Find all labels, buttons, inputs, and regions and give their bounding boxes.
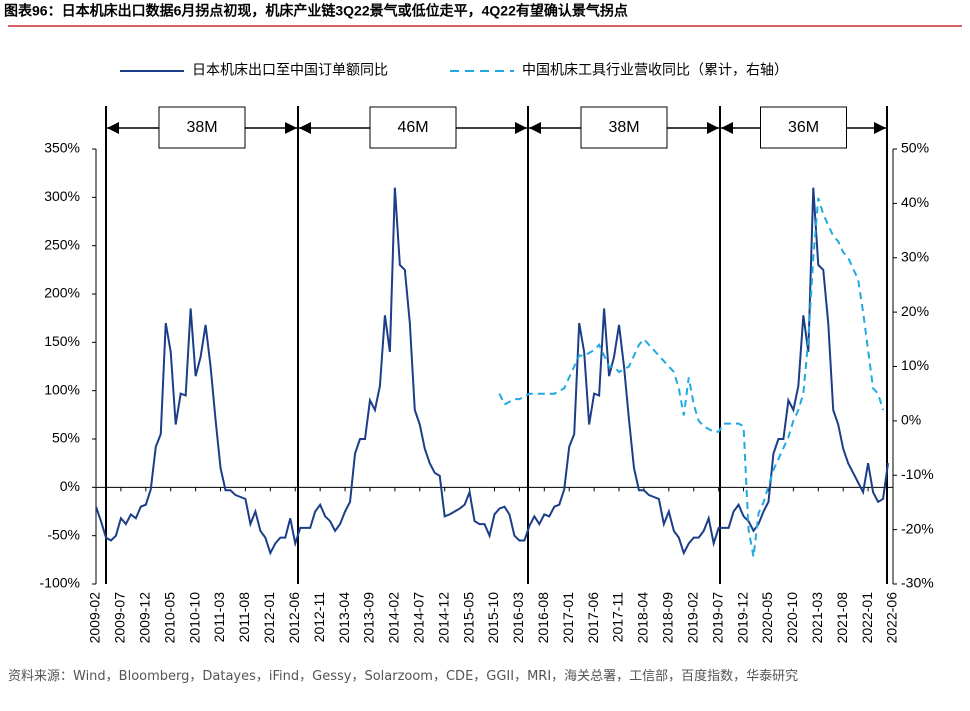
x-tick-label: 2012-01: [261, 592, 277, 644]
x-tick-label: 2014-12: [435, 592, 451, 644]
annotation-box: [580, 106, 668, 149]
x-tick-label: 2009-12: [137, 592, 153, 644]
y2-tick-label: 30%: [901, 248, 929, 264]
x-tick-label: 2015-05: [460, 592, 476, 644]
chart: 图表96：日本机床出口数据6月拐点初现，机床产业链3Q22景气或低位走平，4Q2…: [4, 3, 962, 644]
y-tick-label: 350%: [44, 140, 80, 156]
y2-tick-label: 10%: [901, 357, 929, 373]
annotation: 46M: [397, 119, 428, 136]
x-tick-label: 2020-05: [759, 592, 775, 644]
x-tick-label: 2017-06: [585, 592, 601, 644]
x-tick-label: 2010-10: [186, 592, 202, 644]
y-tick-label: 300%: [44, 188, 80, 204]
x-tick-label: 2018-09: [660, 592, 676, 644]
x-tick-label: 2011-08: [236, 592, 252, 643]
x-tick-label: 2022-01: [859, 592, 875, 644]
x-tick-label: 2010-05: [161, 592, 177, 644]
y-tick-label: 50%: [52, 430, 80, 446]
x-tick-label: 2013-09: [361, 592, 377, 644]
x-tick-label: 2009-07: [112, 592, 128, 644]
x-tick-label: 2019-07: [709, 592, 725, 644]
y-tick-label: 250%: [44, 236, 80, 252]
x-tick-label: 2021-03: [809, 592, 825, 644]
y2-tick-label: 20%: [901, 303, 929, 319]
chart-title: 图表96：日本机床出口数据6月拐点初现，机床产业链3Q22景气或低位走平，4Q2…: [4, 3, 628, 19]
y2-tick-label: -10%: [901, 466, 934, 482]
y2-tick-label: -30%: [901, 575, 934, 591]
x-tick-label: 2015-10: [485, 592, 501, 644]
source-note: 资料来源：Wind，Bloomberg，Datayes，iFind，Gessy，…: [8, 669, 799, 684]
y2-tick-label: 0%: [901, 412, 921, 428]
annotation-box: [369, 106, 457, 149]
y2-tick-label: 50%: [901, 140, 929, 156]
annotation: 38M: [186, 119, 217, 136]
annotation-box: [760, 106, 847, 149]
annotation: 38M: [608, 119, 639, 136]
x-tick-label: 2011-03: [211, 592, 227, 643]
annotation-box: [158, 106, 246, 149]
x-tick-label: 2020-10: [784, 592, 800, 644]
x-tick-label: 2014-02: [386, 592, 402, 644]
y2-tick-label: 40%: [901, 194, 929, 210]
x-tick-label: 2019-02: [684, 592, 700, 644]
y-tick-label: 0%: [60, 478, 80, 494]
x-tick-label: 2012-11: [311, 592, 327, 643]
y-tick-label: -50%: [47, 526, 80, 542]
x-tick-label: 2009-02: [87, 592, 103, 644]
y-tick-label: 150%: [44, 333, 80, 349]
x-tick-label: 2018-04: [635, 592, 651, 644]
x-tick-label: 2012-06: [286, 592, 302, 644]
x-tick-label: 2022-06: [884, 592, 900, 644]
x-tick-label: 2017-11: [610, 592, 626, 643]
y-tick-label: 200%: [44, 285, 80, 301]
annotation: 36M: [788, 119, 819, 136]
x-tick-label: 2013-04: [336, 592, 352, 644]
series-line: [498, 197, 884, 557]
x-tick-label: 2019-12: [734, 592, 750, 644]
legend-label: 日本机床出口至中国订单额同比: [192, 62, 388, 78]
y-tick-label: 100%: [44, 381, 80, 397]
y-tick-label: -100%: [40, 575, 80, 591]
x-tick-label: 2016-08: [535, 592, 551, 644]
x-tick-label: 2017-01: [560, 592, 576, 644]
x-tick-label: 2021-08: [834, 592, 850, 644]
legend-label: 中国机床工具行业营收同比（累计，右轴）: [522, 62, 788, 78]
y2-tick-label: -20%: [901, 520, 934, 536]
x-tick-label: 2014-07: [410, 592, 426, 644]
x-tick-label: 2016-03: [510, 592, 526, 644]
series-line: [95, 187, 890, 556]
